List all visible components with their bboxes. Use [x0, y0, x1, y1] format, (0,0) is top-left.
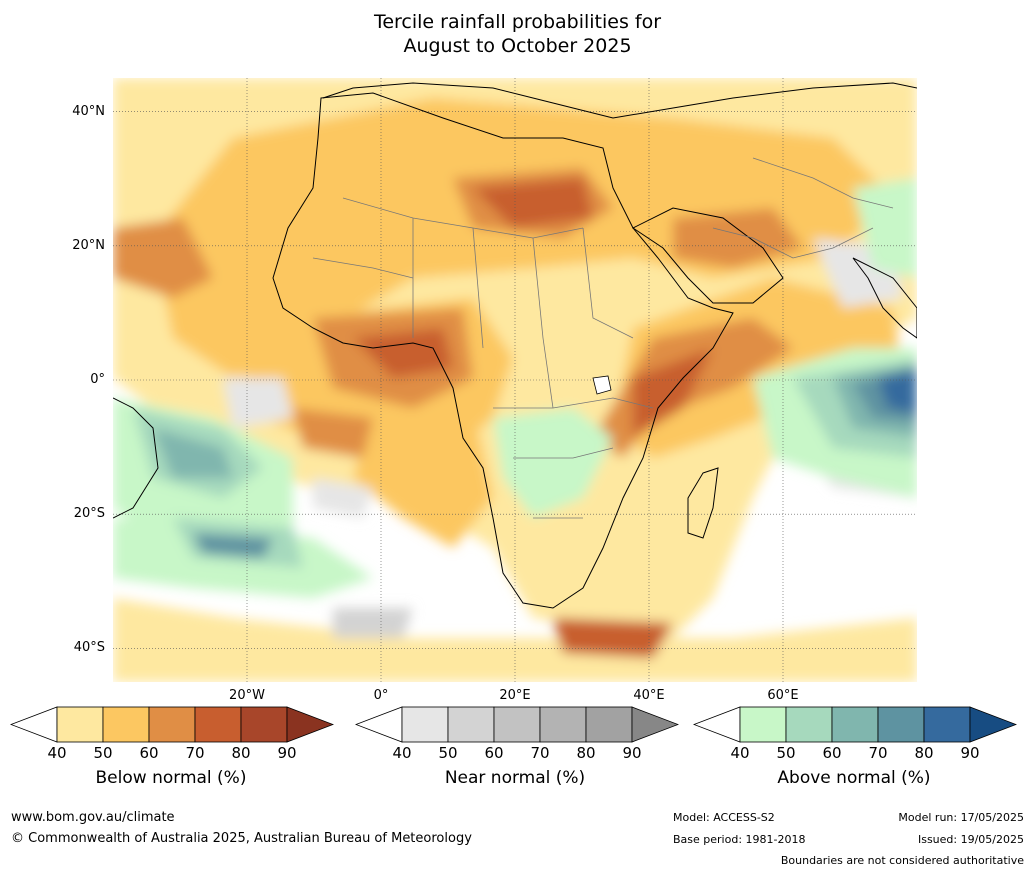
colorbar-near-normal: [355, 706, 679, 743]
base-period: Base period: 1981-2018: [673, 833, 806, 846]
country-borders: [312, 157, 894, 519]
colorbar-tick-label: 70: [868, 744, 888, 762]
colorbar-tick-label: 60: [822, 744, 842, 762]
colorbar-low-arrow: [355, 706, 403, 743]
colorbar-segment: [102, 706, 150, 743]
latitude-label: 40°S: [73, 640, 105, 656]
colorbar-graphic: [10, 706, 334, 743]
latitude-label: 40°N: [72, 103, 105, 119]
india-coastline: [852, 257, 917, 339]
colorbar-tick-label: 40: [392, 744, 412, 762]
colorbar-segment: [539, 706, 587, 743]
issued-date: Issued: 19/05/2025: [917, 833, 1024, 846]
colorbar-segment: [240, 706, 288, 743]
colorbar-segment: [194, 706, 242, 743]
colorbar-tick-label: 50: [438, 744, 458, 762]
colorbar-graphic: [355, 706, 679, 743]
colorbar-tick-label: 50: [776, 744, 796, 762]
model-run-date: Model run: 17/05/2025: [898, 811, 1024, 824]
colorbar-tick-label: 80: [576, 744, 596, 762]
colorbar-tick-label: 90: [277, 744, 297, 762]
colorbar-segment: [877, 706, 925, 743]
colorbar-segment: [401, 706, 449, 743]
colorbar-tick-label: 70: [185, 744, 205, 762]
colorbar-above-normal: [693, 706, 1017, 743]
copyright-text: © Commonwealth of Australia 2025, Austra…: [11, 831, 472, 846]
africa-coastline: [272, 92, 734, 609]
latitude-label: 0°: [90, 372, 105, 387]
longitude-label: 60°E: [767, 688, 799, 703]
colorbar-segment: [148, 706, 196, 743]
colorbar-tick-label: 70: [530, 744, 550, 762]
colorbar-tick-label: 40: [47, 744, 67, 762]
colorbar-near-normal-title: Near normal (%): [444, 768, 586, 788]
colorbar-tick-label: 90: [622, 744, 642, 762]
colorbar-tick-label: 60: [139, 744, 159, 762]
colorbar-high-arrow: [286, 706, 334, 743]
boundaries-disclaimer: Boundaries are not considered authoritat…: [780, 854, 1024, 867]
europe-coastline: [322, 82, 917, 119]
longitude-label: 0°: [373, 688, 389, 703]
lake-victoria: [592, 375, 612, 395]
colorbar-segment: [585, 706, 633, 743]
south-america-coastline: [113, 397, 159, 519]
colorbar-tick-label: 50: [93, 744, 113, 762]
colorbar-segment: [831, 706, 879, 743]
latitude-label: 20°S: [73, 506, 105, 522]
arabia-coastline: [632, 207, 784, 304]
colorbar-tick-label: 80: [231, 744, 251, 762]
colorbar-segment: [56, 706, 104, 743]
colorbar-tick-label: 60: [484, 744, 504, 762]
colorbar-high-arrow: [969, 706, 1017, 743]
forecast-map: [113, 78, 917, 682]
madagascar-coastline: [687, 467, 719, 539]
colorbar-low-arrow: [693, 706, 741, 743]
colorbar-segment: [923, 706, 971, 743]
colorbar-low-arrow: [10, 706, 58, 743]
map-canvas: [113, 78, 917, 682]
colorbar-segment: [739, 706, 787, 743]
colorbar-segment: [493, 706, 541, 743]
colorbar-high-arrow: [631, 706, 679, 743]
map-title-line-1: Tercile rainfall probabilities for: [373, 11, 662, 33]
latitude-label: 20°N: [72, 237, 105, 253]
longitude-label: 20°W: [229, 688, 265, 703]
model-name: Model: ACCESS-S2: [673, 811, 775, 824]
colorbar-segment: [447, 706, 495, 743]
graticule: [113, 78, 917, 682]
colorbar-above-normal-title: Above normal (%): [777, 768, 931, 788]
colorbar-below-normal: [10, 706, 334, 743]
colorbar-segment: [785, 706, 833, 743]
colorbar-tick-label: 80: [914, 744, 934, 762]
colorbar-graphic: [693, 706, 1017, 743]
website-link[interactable]: www.bom.gov.au/climate: [11, 810, 175, 825]
map-title-line-2: August to October 2025: [403, 35, 632, 57]
colorbar-tick-label: 90: [960, 744, 980, 762]
colorbar-below-normal-title: Below normal (%): [95, 768, 247, 788]
coastlines: [113, 82, 917, 609]
colorbar-tick-label: 40: [730, 744, 750, 762]
longitude-label: 40°E: [633, 688, 665, 703]
longitude-label: 20°E: [499, 688, 531, 703]
